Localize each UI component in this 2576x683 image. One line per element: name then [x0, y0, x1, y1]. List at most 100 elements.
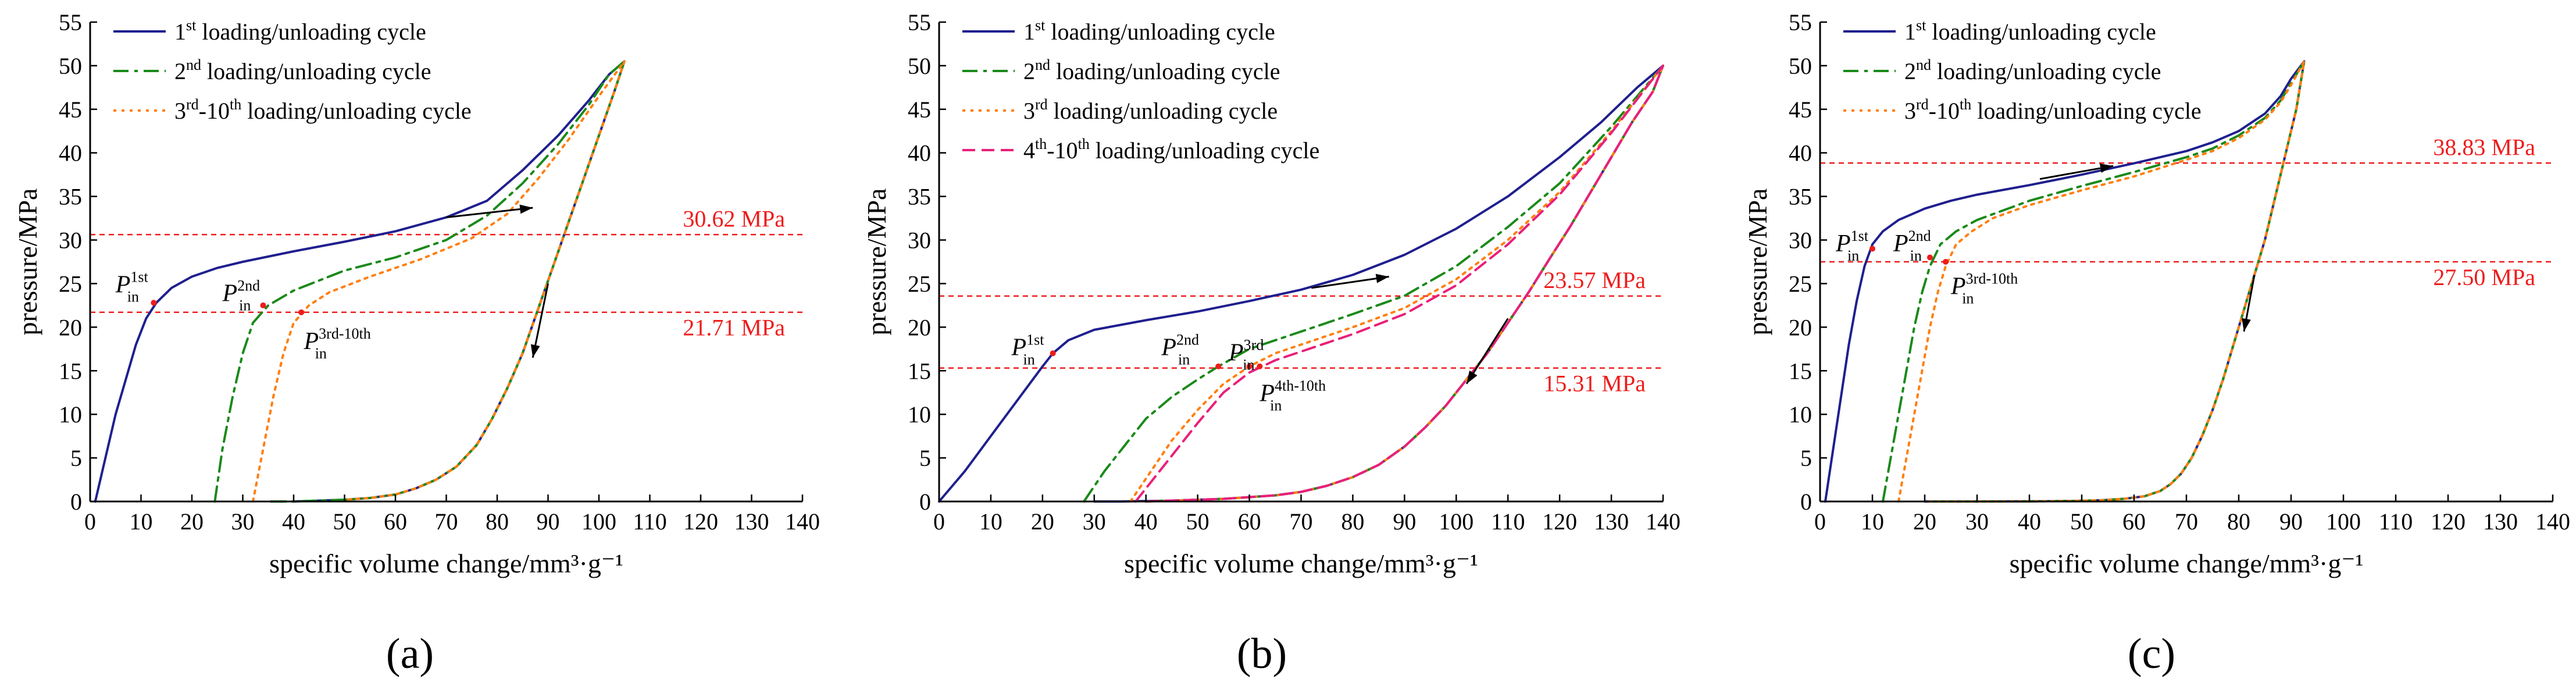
x-tick-label: 40: [282, 508, 305, 535]
intrusion-point: [1257, 363, 1263, 369]
intrusion-point: [260, 302, 266, 308]
y-tick-label: 30: [59, 227, 82, 254]
x-tick-label: 140: [2535, 508, 2570, 535]
y-tick-label: 25: [59, 271, 82, 297]
y-tick-label: 10: [59, 401, 82, 428]
y-tick-label: 45: [908, 97, 931, 123]
x-tick-label: 70: [435, 508, 458, 535]
series-line-2: [213, 60, 626, 503]
y-tick-label: 45: [1789, 97, 1812, 123]
y-tick-label: 40: [908, 140, 931, 166]
y-tick-label: 35: [1789, 184, 1812, 210]
intrusion-point: [1869, 246, 1875, 252]
x-tick-label: 70: [2175, 508, 2198, 535]
legend-label: 3rd loading/unloading cycle: [1023, 96, 1278, 124]
x-tick-label: 0: [933, 508, 945, 535]
intrusion-pressure-label: P2nd in: [222, 277, 261, 314]
y-axis-title: pressure/MPa: [1743, 188, 1772, 336]
x-tick-label: 140: [1646, 508, 1681, 535]
x-tick-label: 90: [2279, 508, 2303, 535]
x-tick-label: 100: [1439, 508, 1473, 535]
x-tick-label: 120: [1542, 508, 1577, 535]
intrusion-pressure-label: P3rd-10th in: [1950, 270, 2018, 307]
x-tick-label: 30: [231, 508, 255, 535]
series-line-3: [252, 60, 626, 503]
direction-arrow-head: [2099, 163, 2113, 173]
y-tick-label: 15: [59, 358, 82, 384]
y-tick-label: 25: [1789, 271, 1812, 297]
x-tick-label: 80: [2227, 508, 2250, 535]
chart-panel-c: 38.83 MPa 27.50 MPa P1st in P2nd in P3rd-10th i…: [1743, 9, 2570, 678]
y-axis-title: pressure/MPa: [13, 188, 42, 336]
y-tick-label: 55: [908, 9, 931, 35]
intrusion-point: [1927, 254, 1933, 261]
x-tick-label: 110: [633, 508, 667, 535]
legend-label: 4th-10th loading/unloading cycle: [1023, 136, 1319, 163]
x-tick-label: 90: [537, 508, 560, 535]
direction-arrow-head: [1375, 273, 1389, 283]
x-tick-label: 0: [1814, 508, 1826, 535]
reference-label: 30.62 MPa: [683, 205, 785, 232]
x-tick-label: 120: [2431, 508, 2466, 535]
direction-arrow-head: [1467, 370, 1478, 384]
y-tick-label: 0: [1800, 489, 1812, 515]
direction-arrow-head: [530, 344, 540, 358]
series-line-4: [1134, 64, 1664, 503]
y-tick-label: 30: [908, 227, 931, 254]
x-tick-label: 120: [683, 508, 718, 535]
y-tick-label: 30: [1789, 227, 1812, 254]
intrusion-point: [1246, 363, 1253, 369]
x-tick-label: 110: [1491, 508, 1525, 535]
intrusion-pressure-label: P3rd in: [1228, 336, 1264, 373]
y-tick-label: 35: [59, 184, 82, 210]
legend-label: 2nd loading/unloading cycle: [1023, 56, 1280, 84]
x-tick-label: 20: [1913, 508, 1936, 535]
legend-label: 1st loading/unloading cycle: [1023, 17, 1275, 45]
x-tick-label: 60: [384, 508, 407, 535]
y-axis-title: pressure/MPa: [862, 188, 891, 336]
direction-arrow-head: [519, 204, 533, 214]
x-tick-label: 130: [734, 508, 769, 535]
x-tick-label: 60: [2122, 508, 2146, 535]
intrusion-pressure-label: P1st in: [1835, 227, 1869, 264]
intrusion-pressure-label: P1st in: [115, 268, 149, 305]
x-tick-label: 130: [2483, 508, 2518, 535]
x-tick-label: 0: [84, 508, 96, 535]
legend-label: 1st loading/unloading cycle: [1904, 17, 2156, 45]
x-tick-label: 70: [1290, 508, 1313, 535]
direction-arrow-head: [2242, 318, 2251, 332]
legend-label: 3rd-10th loading/unloading cycle: [1904, 96, 2202, 124]
series-line-2: [1882, 60, 2306, 503]
x-tick-label: 90: [1393, 508, 1416, 535]
x-tick-label: 100: [581, 508, 616, 535]
direction-arrow: [1311, 275, 1389, 289]
y-tick-label: 40: [59, 140, 82, 166]
x-tick-label: 10: [979, 508, 1002, 535]
intrusion-point: [1943, 259, 1949, 265]
y-tick-label: 55: [1789, 9, 1812, 35]
legend-label: 2nd loading/unloading cycle: [1904, 56, 2161, 84]
x-tick-label: 20: [180, 508, 204, 535]
x-tick-label: 130: [1594, 508, 1629, 535]
x-tick-label: 50: [333, 508, 356, 535]
x-axis-title: specific volume change/mm³·g⁻¹: [269, 549, 623, 578]
x-axis-title: specific volume change/mm³·g⁻¹: [1124, 549, 1478, 578]
intrusion-pressure-label: P4th-10th in: [1259, 378, 1326, 414]
chart-panel-b: 23.57 MPa 15.31 MPa P1st in P2nd in P3rd in P4th…: [862, 9, 1681, 678]
x-tick-label: 10: [1861, 508, 1884, 535]
y-tick-label: 50: [59, 53, 82, 79]
y-tick-label: 35: [908, 184, 931, 210]
legend-label: 3rd-10th loading/unloading cycle: [174, 96, 472, 124]
chart-panel-a: 30.62 MPa 21.71 MPa P1st in P2nd in P3rd-10th i…: [13, 9, 820, 678]
series-line-1: [1824, 60, 2306, 503]
x-tick-label: 140: [785, 508, 820, 535]
x-axis-title: specific volume change/mm³·g⁻¹: [2010, 549, 2364, 578]
x-tick-label: 30: [1965, 508, 1989, 535]
y-tick-label: 50: [908, 53, 931, 79]
y-tick-label: 0: [919, 489, 931, 515]
reference-label: 38.83 MPa: [2433, 134, 2535, 160]
y-tick-label: 10: [908, 401, 931, 428]
y-tick-label: 5: [919, 445, 931, 471]
x-tick-label: 50: [1186, 508, 1209, 535]
